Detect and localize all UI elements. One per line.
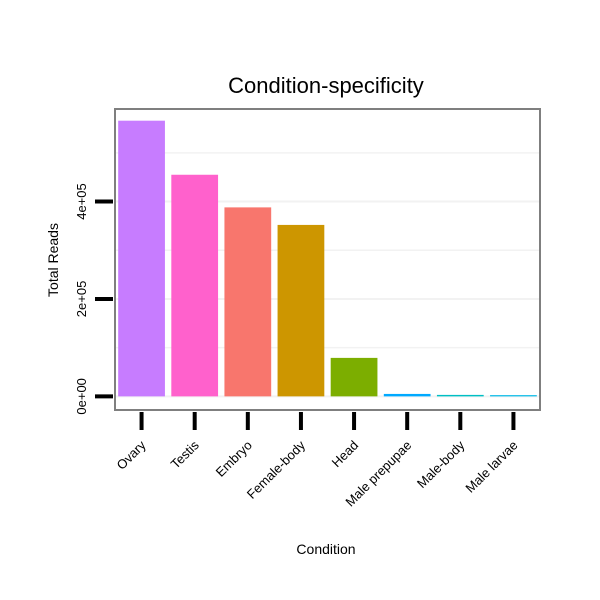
y-axis-title: Total Reads [45,223,61,297]
bar-ovary [118,120,165,397]
x-tick-label: Embryo [213,438,255,480]
x-tick-label: Head [329,438,362,471]
bar-male-prepupae [383,393,431,397]
bars [118,120,537,397]
y-tick-label: 0e+00 [74,378,89,415]
chart-title: Condition-specificity [228,73,424,98]
x-tick-label: Ovary [114,437,149,472]
y-tick-label: 4e+05 [74,183,89,220]
bar-female-body [277,224,325,397]
bar-testis [171,174,219,397]
bar-embryo [224,207,272,397]
y-axis-ticks: 0e+00 2e+05 4e+05 [74,183,113,415]
x-tick-label: Male-body [414,437,468,491]
x-tick-label: Male larvae [462,438,520,496]
x-tick-label: Testis [168,437,202,471]
bar-head [330,357,378,397]
plot-panel-border [114,108,541,411]
bar-male-body [436,394,484,397]
x-axis-title: Condition [296,541,355,557]
bar-male-larvae [490,395,537,397]
y-tick-label: 2e+05 [74,281,89,318]
